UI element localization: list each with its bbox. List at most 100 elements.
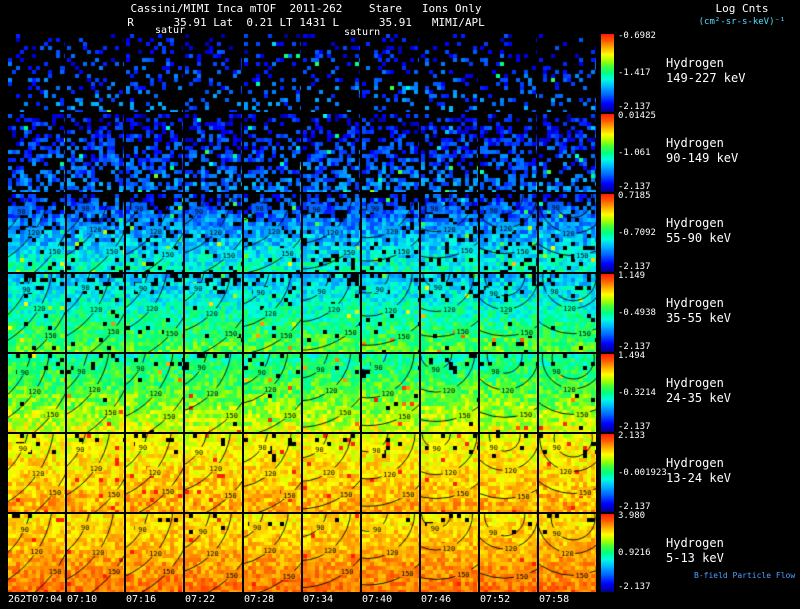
colorbar-tick-bot: -2.137: [618, 102, 651, 112]
energy-row-5-13-kev: 3.980 0.9216 -2.137 Hydrogen 5-13 keV: [8, 511, 800, 592]
panel-strip: [8, 114, 596, 192]
inca-image-panel: [185, 514, 242, 592]
colorbar-tick-mid: -1.417: [618, 68, 651, 78]
energy-row-35-55-kev: 1.149 -0.4938 -2.137 Hydrogen 35-55 keV: [8, 271, 800, 352]
energy-row-55-90-kev: 0.7185 -0.7092 -2.137 Hydrogen 55-90 keV: [8, 191, 800, 272]
inca-image-panel: [67, 354, 124, 432]
colorbar-tick-top: 3.980: [618, 511, 646, 521]
colorbar-tick-bot: -2.137: [618, 342, 651, 352]
time-label: 07:34: [303, 594, 334, 605]
species-label: Hydrogen: [666, 136, 724, 150]
time-label: 262T07:04: [8, 594, 63, 605]
colorbar-tick-mid: -0.4938: [618, 308, 656, 318]
inca-image-panel: [421, 34, 478, 112]
inca-image-panel: [539, 114, 596, 192]
colorbar-tick-bot: -2.137: [618, 582, 651, 592]
colorbar-tick-top: -0.6982: [618, 31, 656, 41]
inca-image-panel: [244, 34, 301, 112]
colorbar: [601, 274, 614, 352]
inca-image-panel: [421, 194, 478, 272]
colorbar-tick-top: 2.133: [618, 431, 646, 441]
inca-image-panel: [244, 434, 301, 512]
colorbar: [601, 514, 614, 592]
inca-image-panel: [8, 114, 65, 192]
inca-image-panel: [539, 354, 596, 432]
inca-image-panel: [480, 274, 537, 352]
inca-image-panel: [126, 434, 183, 512]
time-axis: 262T07:04 07:10 07:16 07:22 07:28 07:34 07:40 0…: [8, 594, 648, 608]
inca-image-panel: [126, 354, 183, 432]
colorbar-tick-top: 1.494: [618, 351, 646, 361]
time-label: 07:16: [126, 594, 157, 605]
inca-image-panel: [362, 434, 419, 512]
inca-image-panel: [67, 434, 124, 512]
panel-strip: [8, 354, 596, 432]
inca-image-panel: [362, 514, 419, 592]
inca-image-panel: [126, 114, 183, 192]
species-label: Hydrogen: [666, 376, 724, 390]
inca-image-panel: [67, 514, 124, 592]
inca-image-panel: [8, 354, 65, 432]
panel-strip: [8, 514, 596, 592]
energy-row-13-24-kev: 2.133 -0.001923 -2.137 Hydrogen 13-24 keV: [8, 431, 800, 512]
inca-image-panel: [303, 274, 360, 352]
colorbar-tick-top: 0.7185: [618, 191, 651, 201]
inca-image-panel: [67, 114, 124, 192]
time-label: 07:58: [539, 594, 570, 605]
energy-band-label: Hydrogen 90-149 keV: [666, 136, 738, 166]
colorbar: [601, 34, 614, 112]
inca-image-panel: [8, 194, 65, 272]
inca-image-panel: [480, 434, 537, 512]
colorbar-tick-bot: -2.137: [618, 262, 651, 272]
inca-image-panel: [362, 194, 419, 272]
energy-band-label: Hydrogen 35-55 keV: [666, 296, 731, 326]
plot-title: Cassini/MIMI Inca mTOF 2011-262 Stare Io…: [130, 2, 482, 15]
inca-image-panel: [421, 434, 478, 512]
inca-image-panel: [421, 114, 478, 192]
inca-image-panel: [303, 194, 360, 272]
inca-image-panel: [8, 434, 65, 512]
energy-band-label: Hydrogen 149-227 keV: [666, 56, 745, 86]
panel-strip: [8, 434, 596, 512]
inca-image-panel: [126, 34, 183, 112]
inca-image-panel: [362, 354, 419, 432]
inca-image-panel: [480, 514, 537, 592]
saturn-direction-label-left: satur: [155, 25, 186, 36]
colorbar-tick-bot: -2.137: [618, 182, 651, 192]
inca-image-panel: [185, 34, 242, 112]
inca-image-panel: [480, 194, 537, 272]
time-label: 07:46: [421, 594, 452, 605]
inca-image-panel: [303, 114, 360, 192]
energy-band-label: Hydrogen 13-24 keV: [666, 456, 731, 486]
inca-image-panel: [362, 274, 419, 352]
inca-image-panel: [244, 194, 301, 272]
time-label: 07:28: [244, 594, 275, 605]
inca-image-panel: [421, 274, 478, 352]
inca-image-panel: [539, 194, 596, 272]
bfield-particle-flow-note: B-field Particle Flow: [694, 571, 796, 580]
inca-image-panel: [362, 34, 419, 112]
species-label: Hydrogen: [666, 536, 724, 550]
time-label: 07:40: [362, 594, 393, 605]
time-label: 07:10: [67, 594, 98, 605]
energy-range-label: 13-24 keV: [666, 471, 732, 485]
panel-strip: [8, 194, 596, 272]
inca-image-panel: [244, 274, 301, 352]
inca-image-panel: [67, 274, 124, 352]
species-label: Hydrogen: [666, 216, 724, 230]
inca-image-panel: [362, 114, 419, 192]
colorbar: [601, 434, 614, 512]
inca-image-panel: [126, 194, 183, 272]
colorbar: [601, 194, 614, 272]
energy-row-24-35-kev: 1.494 -0.3214 -2.137 Hydrogen 24-35 keV: [8, 351, 800, 432]
energy-range-label: 90-149 keV: [666, 151, 739, 165]
energy-band-label: Hydrogen 55-90 keV: [666, 216, 731, 246]
inca-image-panel: [126, 274, 183, 352]
energy-range-label: 24-35 keV: [666, 391, 732, 405]
inca-image-panel: [421, 514, 478, 592]
colorbar-units: (cm²-sr-s-keV)⁻¹: [698, 17, 786, 27]
colorbar-tick-mid: -0.001923: [618, 468, 667, 478]
colorbar-tick-mid: -0.3214: [618, 388, 656, 398]
plot-subtitle: R 35.91 Lat 0.21 LT 1431 L 35.91 MIMI/AP…: [127, 16, 485, 29]
